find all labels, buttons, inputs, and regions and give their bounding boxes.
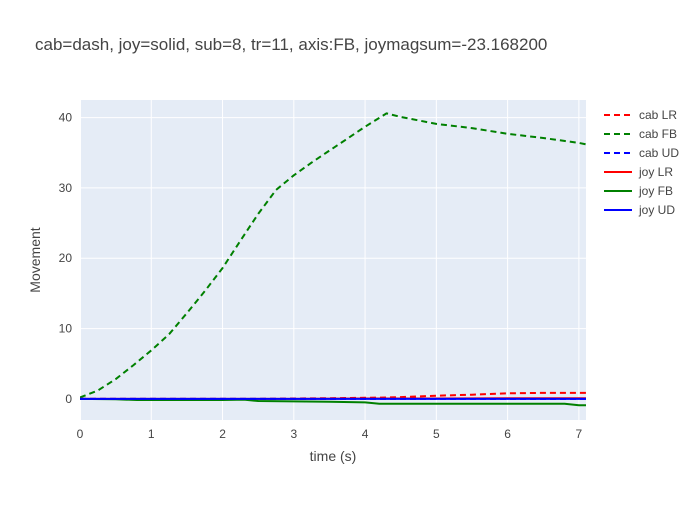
x-tick-label: 1 [148,427,155,441]
legend-label: cab LR [639,108,677,122]
legend-label: cab FB [639,127,677,141]
x-tick-label: 6 [504,427,511,441]
y-axis-label: Movement [27,227,43,292]
x-axis-label: time (s) [310,448,357,464]
legend-item[interactable]: cab FB [604,127,677,141]
y-tick-label: 0 [65,392,72,406]
legend: cab LR cab FB cab UD joy LR joy FB joy UD [604,108,679,217]
legend-item[interactable]: joy FB [604,184,673,198]
x-tick-label: 2 [219,427,226,441]
legend-item[interactable]: joy UD [604,203,675,217]
y-tick-label: 40 [59,111,73,125]
series-line-cab-fb [80,112,586,399]
legend-label: cab UD [639,146,679,160]
legend-label: joy LR [638,165,673,179]
y-tick-label: 20 [59,251,73,265]
x-tick-label: 4 [362,427,369,441]
series-layer [80,112,586,407]
tick-labels: 0 1 2 3 4 5 6 7 0 10 20 30 40 [59,111,583,441]
x-tick-label: 7 [576,427,583,441]
x-tick-label: 0 [77,427,84,441]
series-line-joy-fb [80,397,586,407]
chart-title: cab=dash, joy=solid, sub=8, tr=11, axis:… [35,35,547,54]
y-tick-label: 30 [59,181,73,195]
legend-item[interactable]: cab LR [604,108,677,122]
plot-area [80,100,586,420]
legend-item[interactable]: cab UD [604,146,679,160]
legend-label: joy UD [638,203,675,217]
x-tick-label: 3 [290,427,297,441]
legend-item[interactable]: joy LR [604,165,673,179]
x-tick-label: 5 [433,427,440,441]
y-tick-label: 10 [59,322,73,336]
legend-label: joy FB [638,184,673,198]
